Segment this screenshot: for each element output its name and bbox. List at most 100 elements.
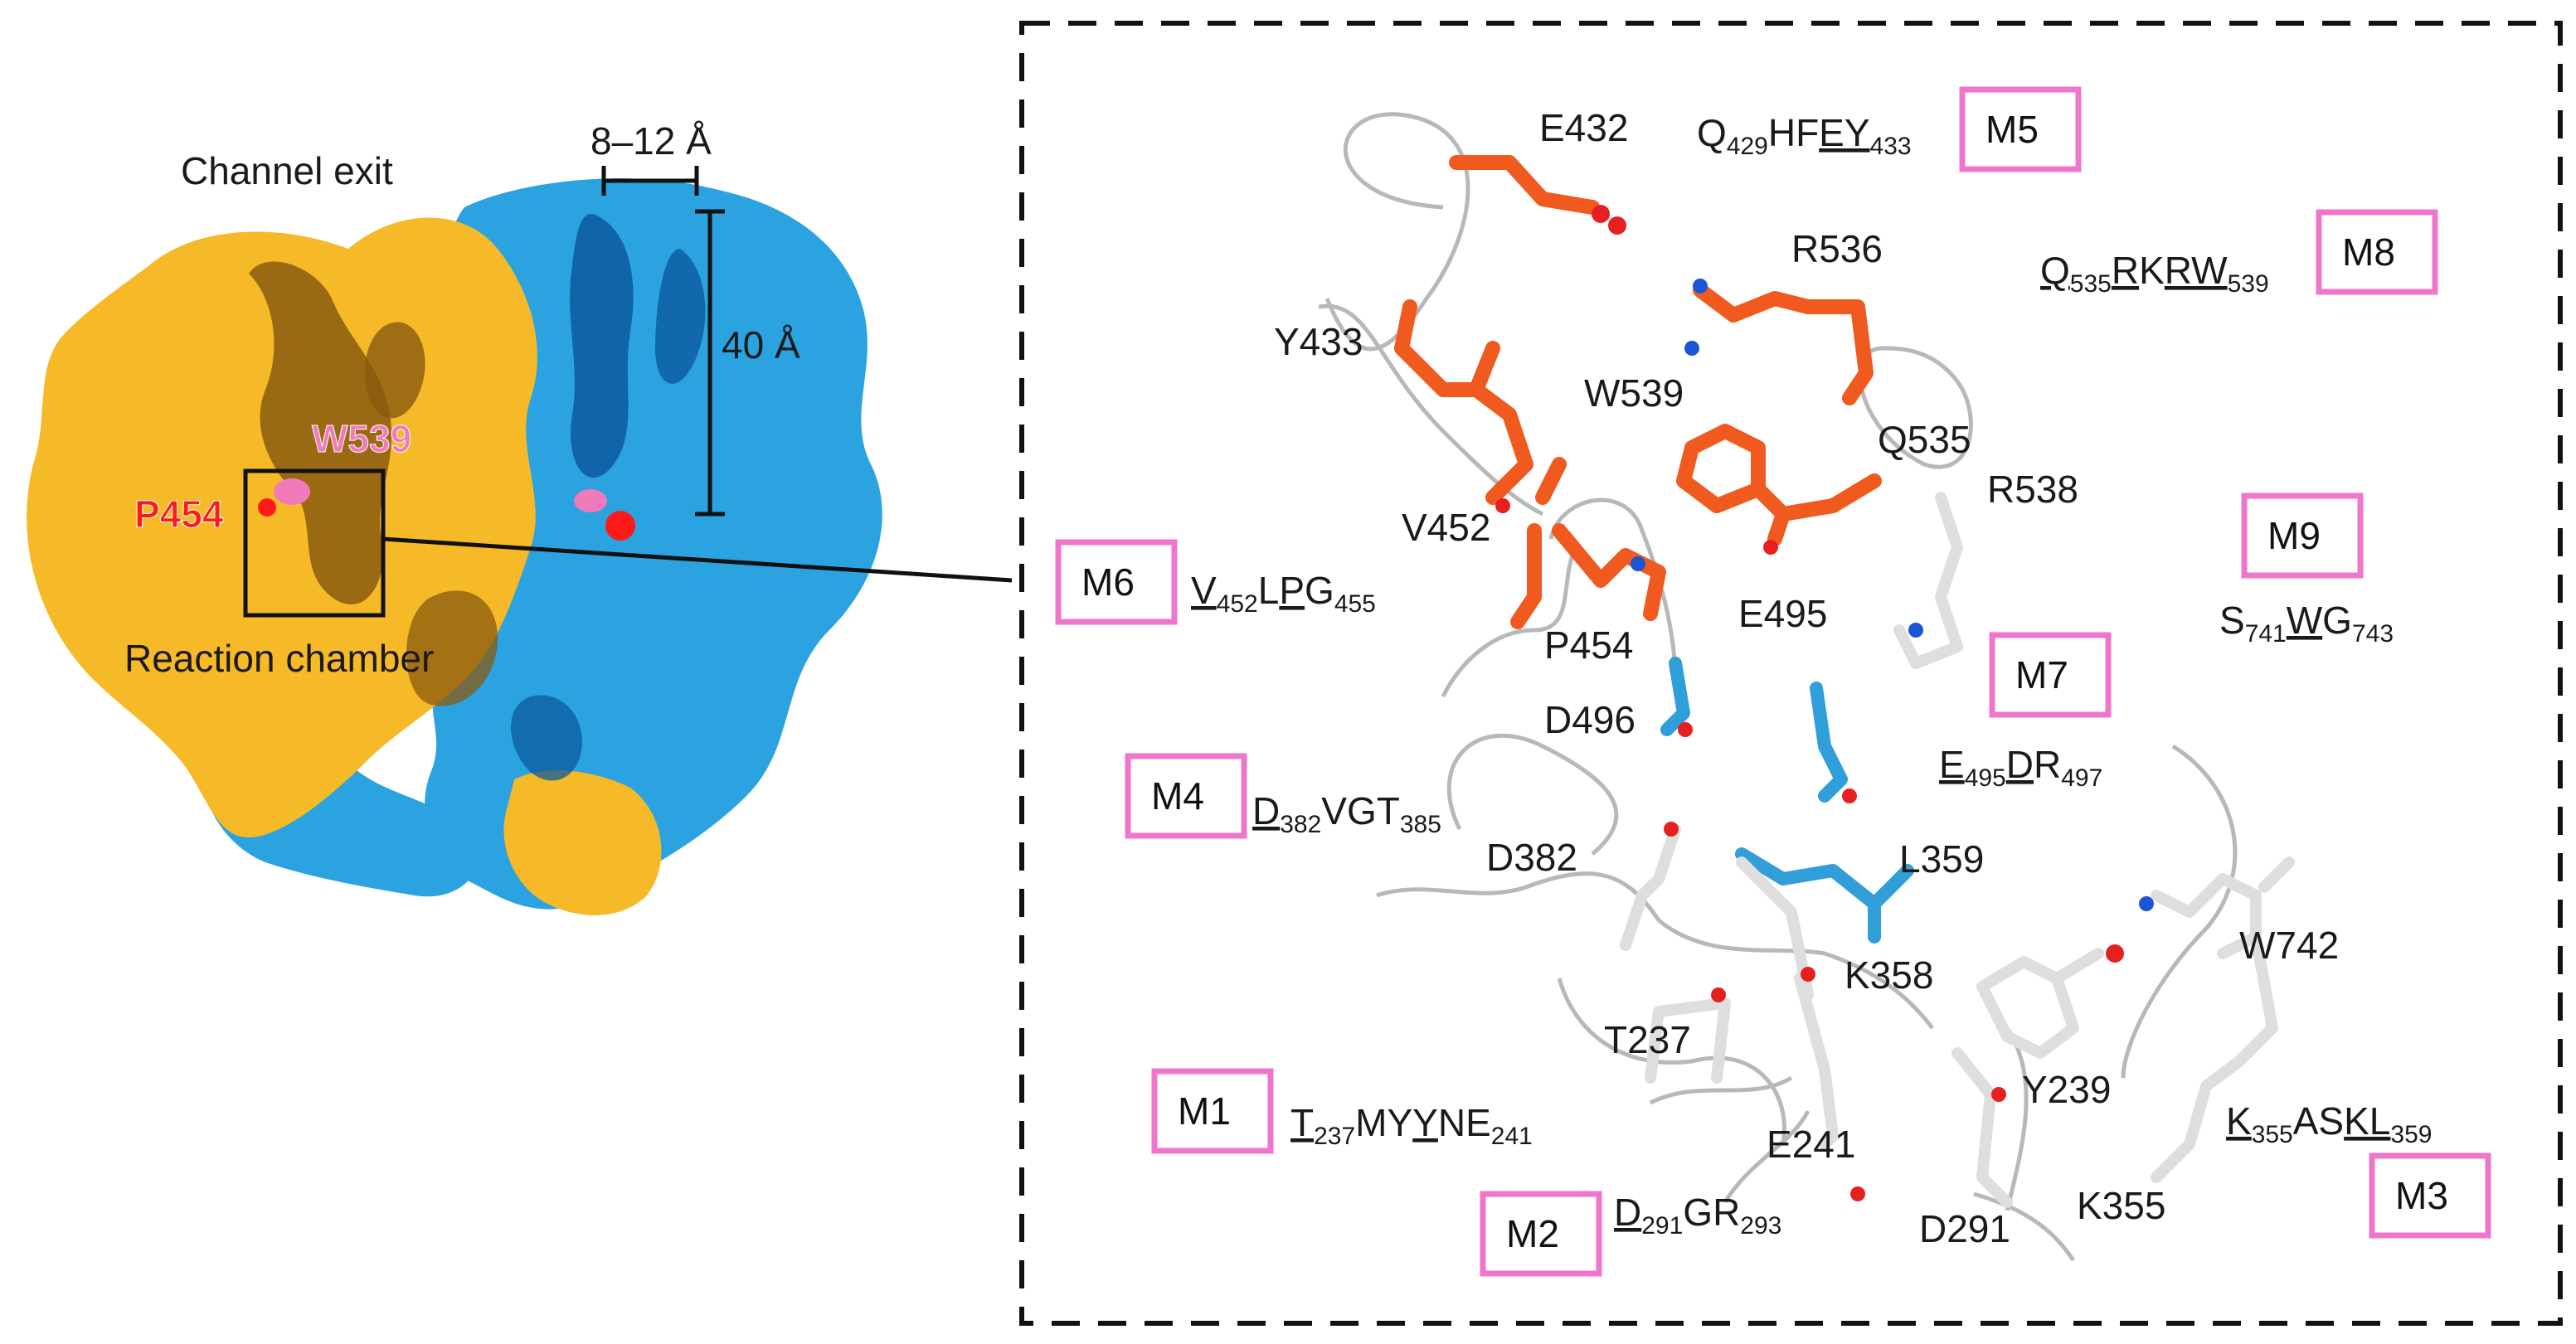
motif-M1: M1: [1178, 1089, 1231, 1133]
motif-residue-underlined: D: [1252, 789, 1280, 832]
motif-residue: S: [2219, 599, 2245, 642]
residue-W539: W539: [1584, 371, 1684, 415]
motif-residue: VGT: [1321, 789, 1400, 832]
motif-subscript: 535: [2070, 270, 2112, 298]
motif-boxes: [1055, 86, 2491, 1277]
protein-surface: [27, 178, 882, 915]
motif-subscript: 452: [1217, 590, 1258, 618]
residue-K358: K358: [1845, 953, 1933, 997]
motif-subscript: 385: [1400, 811, 1441, 838]
orange-sticks: [1394, 155, 1882, 629]
residue-E432: E432: [1539, 106, 1628, 149]
motif-M3: M3: [2395, 1174, 2448, 1217]
motif-residue-underlined: RW: [2165, 249, 2228, 292]
residue-W742: W742: [2239, 924, 2339, 967]
height-dimension: [695, 209, 725, 517]
width-dimension: [601, 166, 699, 196]
motif-subscript: 455: [1334, 590, 1376, 618]
motif-residue-underlined: K: [2226, 1099, 2252, 1143]
motif-sequences: Q429HFEY433 Q535RKRW539 V452LPG455 S741W…: [1191, 111, 2432, 1240]
residue-D291: D291: [1919, 1207, 2010, 1250]
residue-R536: R536: [1791, 227, 1883, 270]
motif-residue-underlined: Q: [2040, 249, 2070, 292]
w539-surface-label: W539: [312, 417, 411, 460]
motif-subscript: 743: [2352, 620, 2394, 648]
motif-M4: M4: [1151, 774, 1204, 818]
zoom-connector: [382, 536, 1013, 583]
residue-E495: E495: [1738, 592, 1827, 635]
residue-L359: L359: [1899, 837, 1984, 881]
residue-E241: E241: [1767, 1123, 1855, 1166]
motif-subscript: 433: [1870, 133, 1912, 160]
motif-seq-M4: D382VGT385: [1252, 789, 1441, 838]
motif-M5: M5: [1985, 108, 2039, 151]
motif-residue: HF: [1768, 111, 1819, 154]
motif-residue-underlined: V: [1191, 569, 1217, 612]
motif-residue: Q: [1697, 111, 1727, 154]
motif-subscript: 495: [1965, 764, 2006, 792]
motif-M2: M2: [1506, 1212, 1559, 1255]
motif-subscript: 355: [2252, 1121, 2293, 1148]
zoom-box: [243, 468, 386, 618]
residue-Y433: Y433: [1274, 320, 1363, 363]
motif-residue-underlined: Y: [1412, 1101, 1438, 1144]
reaction-chamber-label: Reaction chamber: [124, 637, 434, 680]
motif-seq-M7: E495DR497: [1939, 743, 2102, 792]
motif-seq-M6: V452LPG455: [1191, 569, 1376, 618]
motif-subscript: 293: [1740, 1212, 1781, 1240]
blue-sticks: [1660, 657, 1914, 944]
motif-M6: M6: [1081, 560, 1135, 604]
residue-labels: E432 R536 Y433 W539 Q535 R538 V452 E495 …: [1274, 106, 2339, 1250]
white-sticks: [1620, 492, 2295, 1208]
motif-residue: R: [2034, 743, 2061, 786]
motif-subscript: 291: [1641, 1212, 1683, 1240]
residue-Q535: Q535: [1878, 418, 1971, 461]
motif-seq-M3: K355ASKL359: [2226, 1099, 2432, 1148]
motif-residue: L: [1258, 569, 1280, 612]
height-label: 40 Å: [722, 323, 800, 366]
width-label: 8–12 Å: [591, 119, 712, 163]
motif-M7: M7: [2015, 653, 2068, 696]
motif-subscript: 382: [1280, 811, 1321, 838]
motif-residue-underlined: EY: [1819, 111, 1869, 154]
motif-seq-M8: Q535RKRW539: [2040, 249, 2269, 298]
p454-marker: [258, 498, 276, 517]
motif-seq-M5: Q429HFEY433: [1697, 111, 1912, 160]
motif-residue-underlined: KL: [2344, 1099, 2390, 1143]
motif-M8: M8: [2342, 230, 2395, 274]
motif-subscript: 539: [2228, 270, 2269, 298]
motif-residue: NE: [1438, 1101, 1491, 1144]
backbone-ribbons: [1318, 112, 2238, 1262]
motif-subscript: 429: [1727, 133, 1768, 160]
motif-subscript: 359: [2390, 1121, 2432, 1148]
residue-P454: P454: [1544, 623, 1633, 667]
motif-residue-underlined: E: [1939, 743, 1965, 786]
residue-T237: T237: [1604, 1018, 1691, 1061]
motif-residue: G: [2322, 599, 2352, 642]
motif-subscript: 741: [2245, 620, 2287, 648]
motif-residue-underlined: D: [1614, 1191, 1641, 1234]
residue-K355: K355: [2077, 1184, 2165, 1227]
motif-residue-underlined: P: [1279, 569, 1305, 612]
residue-D382: D382: [1486, 836, 1577, 879]
motif-residue: K: [2139, 249, 2165, 292]
motif-seq-M2: D291GR293: [1614, 1191, 1781, 1240]
residue-V452: V452: [1402, 506, 1490, 549]
detail-panel-border: [1019, 21, 2563, 1326]
motif-residue-underlined: T: [1290, 1101, 1314, 1144]
motif-subscript: 241: [1491, 1123, 1533, 1150]
p454-surface-label: P454: [134, 492, 224, 536]
motif-subscript: 497: [2061, 764, 2102, 792]
w539-marker: [274, 478, 310, 505]
motif-residue-underlined: D: [2006, 743, 2034, 786]
motif-subscript: 237: [1314, 1123, 1355, 1150]
motif-M9: M9: [2267, 514, 2321, 557]
motif-seq-M9: S741WG743: [2219, 599, 2394, 648]
motif-residue-underlined: W: [2287, 599, 2323, 642]
residue-R538: R538: [1987, 468, 2078, 511]
motif-seq-M1: T237MYYNE241: [1290, 1101, 1533, 1150]
motif-residue: G: [1305, 569, 1334, 612]
residue-Y239: Y239: [2022, 1068, 2111, 1111]
motif-labels: M5 M8 M6 M9 M7 M4 M1 M2 M3: [1081, 108, 2448, 1255]
